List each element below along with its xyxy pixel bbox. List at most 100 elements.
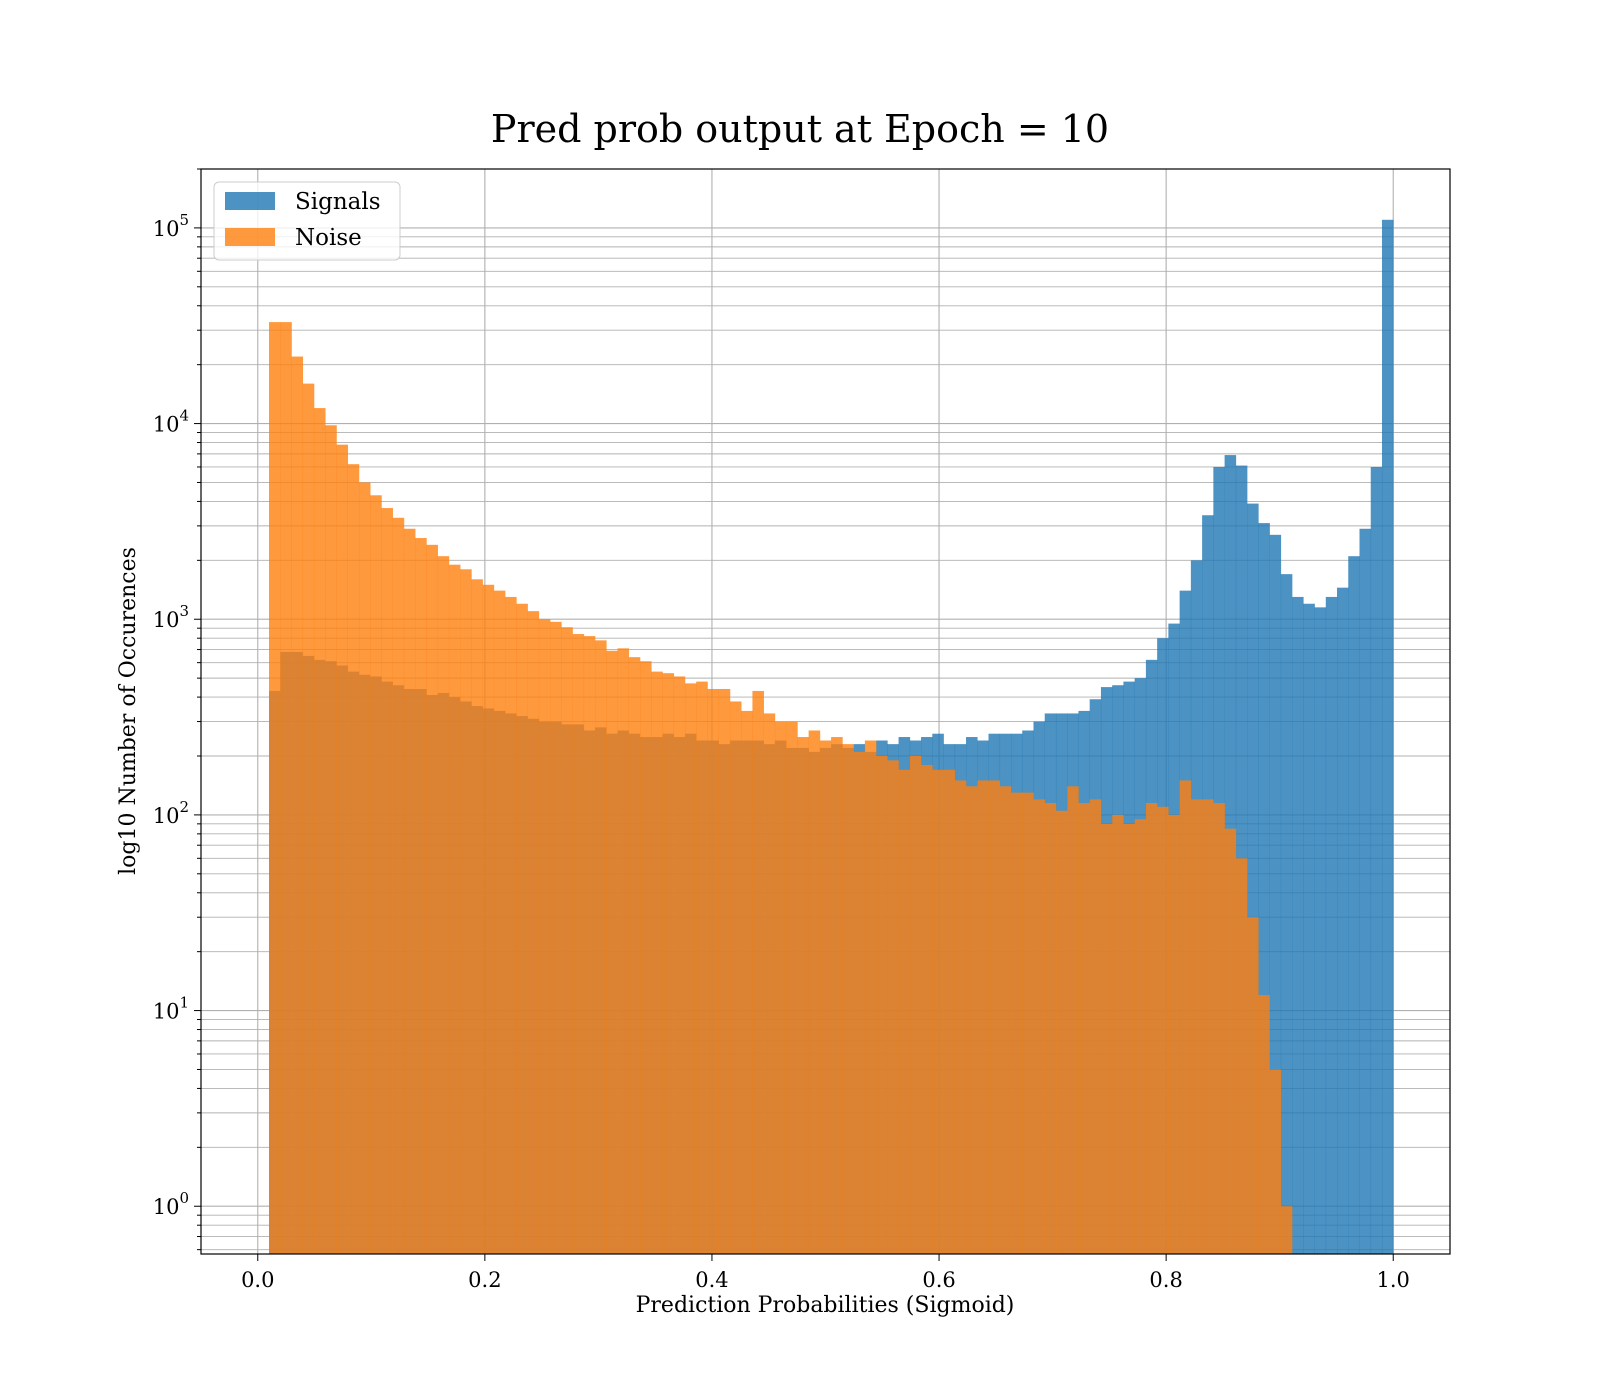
chart-title: Pred prob output at Epoch = 10 [491, 107, 1109, 151]
bar-signals [1292, 596, 1304, 1254]
bar-noise [1067, 786, 1079, 1254]
legend-swatch-signals [225, 192, 275, 210]
bar-noise [707, 688, 719, 1254]
bar-noise [752, 690, 764, 1254]
bar-noise [493, 590, 506, 1254]
x-tick-label: 0.4 [695, 1268, 728, 1292]
bar-noise [1190, 799, 1203, 1254]
bar-noise [763, 713, 776, 1254]
bar-noise [909, 755, 922, 1254]
y-tick-label: 103 [153, 602, 189, 632]
bar-noise [684, 683, 697, 1254]
bar-noise [527, 611, 540, 1254]
bar-signals [1269, 534, 1282, 1254]
bar-noise [662, 673, 675, 1254]
bar-noise [471, 579, 483, 1254]
bar-noise [313, 408, 326, 1255]
bar-noise [898, 769, 911, 1254]
bar-noise [876, 755, 888, 1254]
bar-noise [561, 627, 573, 1254]
bar-noise [1112, 814, 1124, 1254]
bar-signals [1314, 607, 1327, 1254]
bar-noise [302, 383, 315, 1255]
bar-noise [864, 740, 877, 1254]
legend: Signals Noise [213, 181, 401, 261]
bar-signals [1359, 528, 1372, 1254]
plot-frame [200, 168, 1451, 1255]
bar-noise [426, 544, 438, 1254]
bar-signals [1303, 603, 1315, 1254]
legend-label-noise: Noise [295, 225, 362, 251]
bar-noise [1044, 803, 1057, 1254]
y-tick-label: 102 [153, 798, 189, 828]
bar-signals [1370, 466, 1383, 1254]
legend-swatch-noise [225, 228, 275, 246]
bar-noise [966, 786, 978, 1254]
bar-noise [1179, 780, 1192, 1254]
bar-noise [842, 744, 854, 1254]
bar-noise [1055, 810, 1068, 1254]
bar-noise [1134, 819, 1147, 1254]
bar-noise [437, 556, 450, 1254]
bar-noise [831, 737, 843, 1254]
bar-noise [729, 701, 742, 1254]
bar-noise [1235, 858, 1248, 1254]
bar-noise [482, 584, 495, 1254]
bar-noise [583, 636, 596, 1254]
x-tick-label: 0.8 [1149, 1268, 1182, 1292]
bar-noise [291, 356, 304, 1254]
bar-noise [572, 634, 585, 1254]
bar-noise [1224, 828, 1237, 1254]
bar-noise [696, 681, 708, 1254]
bar-noise [887, 760, 899, 1254]
bar-noise [797, 737, 809, 1254]
bar-noise [1022, 792, 1034, 1254]
bar-noise [415, 538, 427, 1254]
bar-signals [1247, 503, 1259, 1254]
bar-signals [1337, 587, 1349, 1254]
bar-noise [1213, 803, 1225, 1254]
bar-noise [921, 764, 933, 1254]
bar-noise [853, 751, 866, 1254]
bar-noise [1157, 806, 1169, 1254]
bar-noise [673, 676, 686, 1254]
x-tick-label: 0.2 [468, 1268, 501, 1292]
bar-signals [1381, 219, 1394, 1255]
bar-noise [1078, 803, 1090, 1254]
y-tick-label: 104 [153, 407, 189, 437]
bar-noise [538, 619, 551, 1254]
bar-noise [269, 322, 281, 1254]
bar-noise [1123, 823, 1135, 1254]
bar-noise [943, 769, 956, 1254]
bar-noise [999, 786, 1012, 1254]
bar-noise [1100, 823, 1113, 1254]
y-tick-label: 100 [153, 1189, 189, 1219]
bar-noise [1247, 917, 1259, 1254]
bar-noise [460, 569, 472, 1254]
bar-noise [516, 603, 528, 1254]
bar-noise [628, 657, 641, 1254]
y-tick-label: 101 [153, 994, 189, 1024]
bar-noise [550, 621, 562, 1254]
bar-signals [1348, 556, 1360, 1254]
bar-noise [347, 464, 360, 1254]
bar-noise [392, 517, 405, 1254]
bar-noise [606, 650, 618, 1254]
bar-noise [786, 721, 798, 1254]
bar-noise [1168, 814, 1180, 1254]
bar-noise [1202, 799, 1214, 1254]
bar-noise [1033, 799, 1046, 1254]
legend-label-signals: Signals [295, 189, 381, 215]
bar-noise [741, 710, 753, 1254]
bar-noise [1089, 799, 1102, 1254]
bar-noise [358, 482, 371, 1255]
bar-noise [932, 769, 944, 1254]
y-axis-label: log10 Number of Occurences [116, 547, 141, 875]
bar-noise [954, 780, 967, 1254]
x-axis-label: Prediction Probabilities (Sigmoid) [636, 1293, 1015, 1318]
bar-noise [819, 740, 832, 1254]
bars [269, 219, 1394, 1255]
x-tick-label: 0.0 [241, 1268, 274, 1292]
bar-noise [381, 508, 393, 1254]
